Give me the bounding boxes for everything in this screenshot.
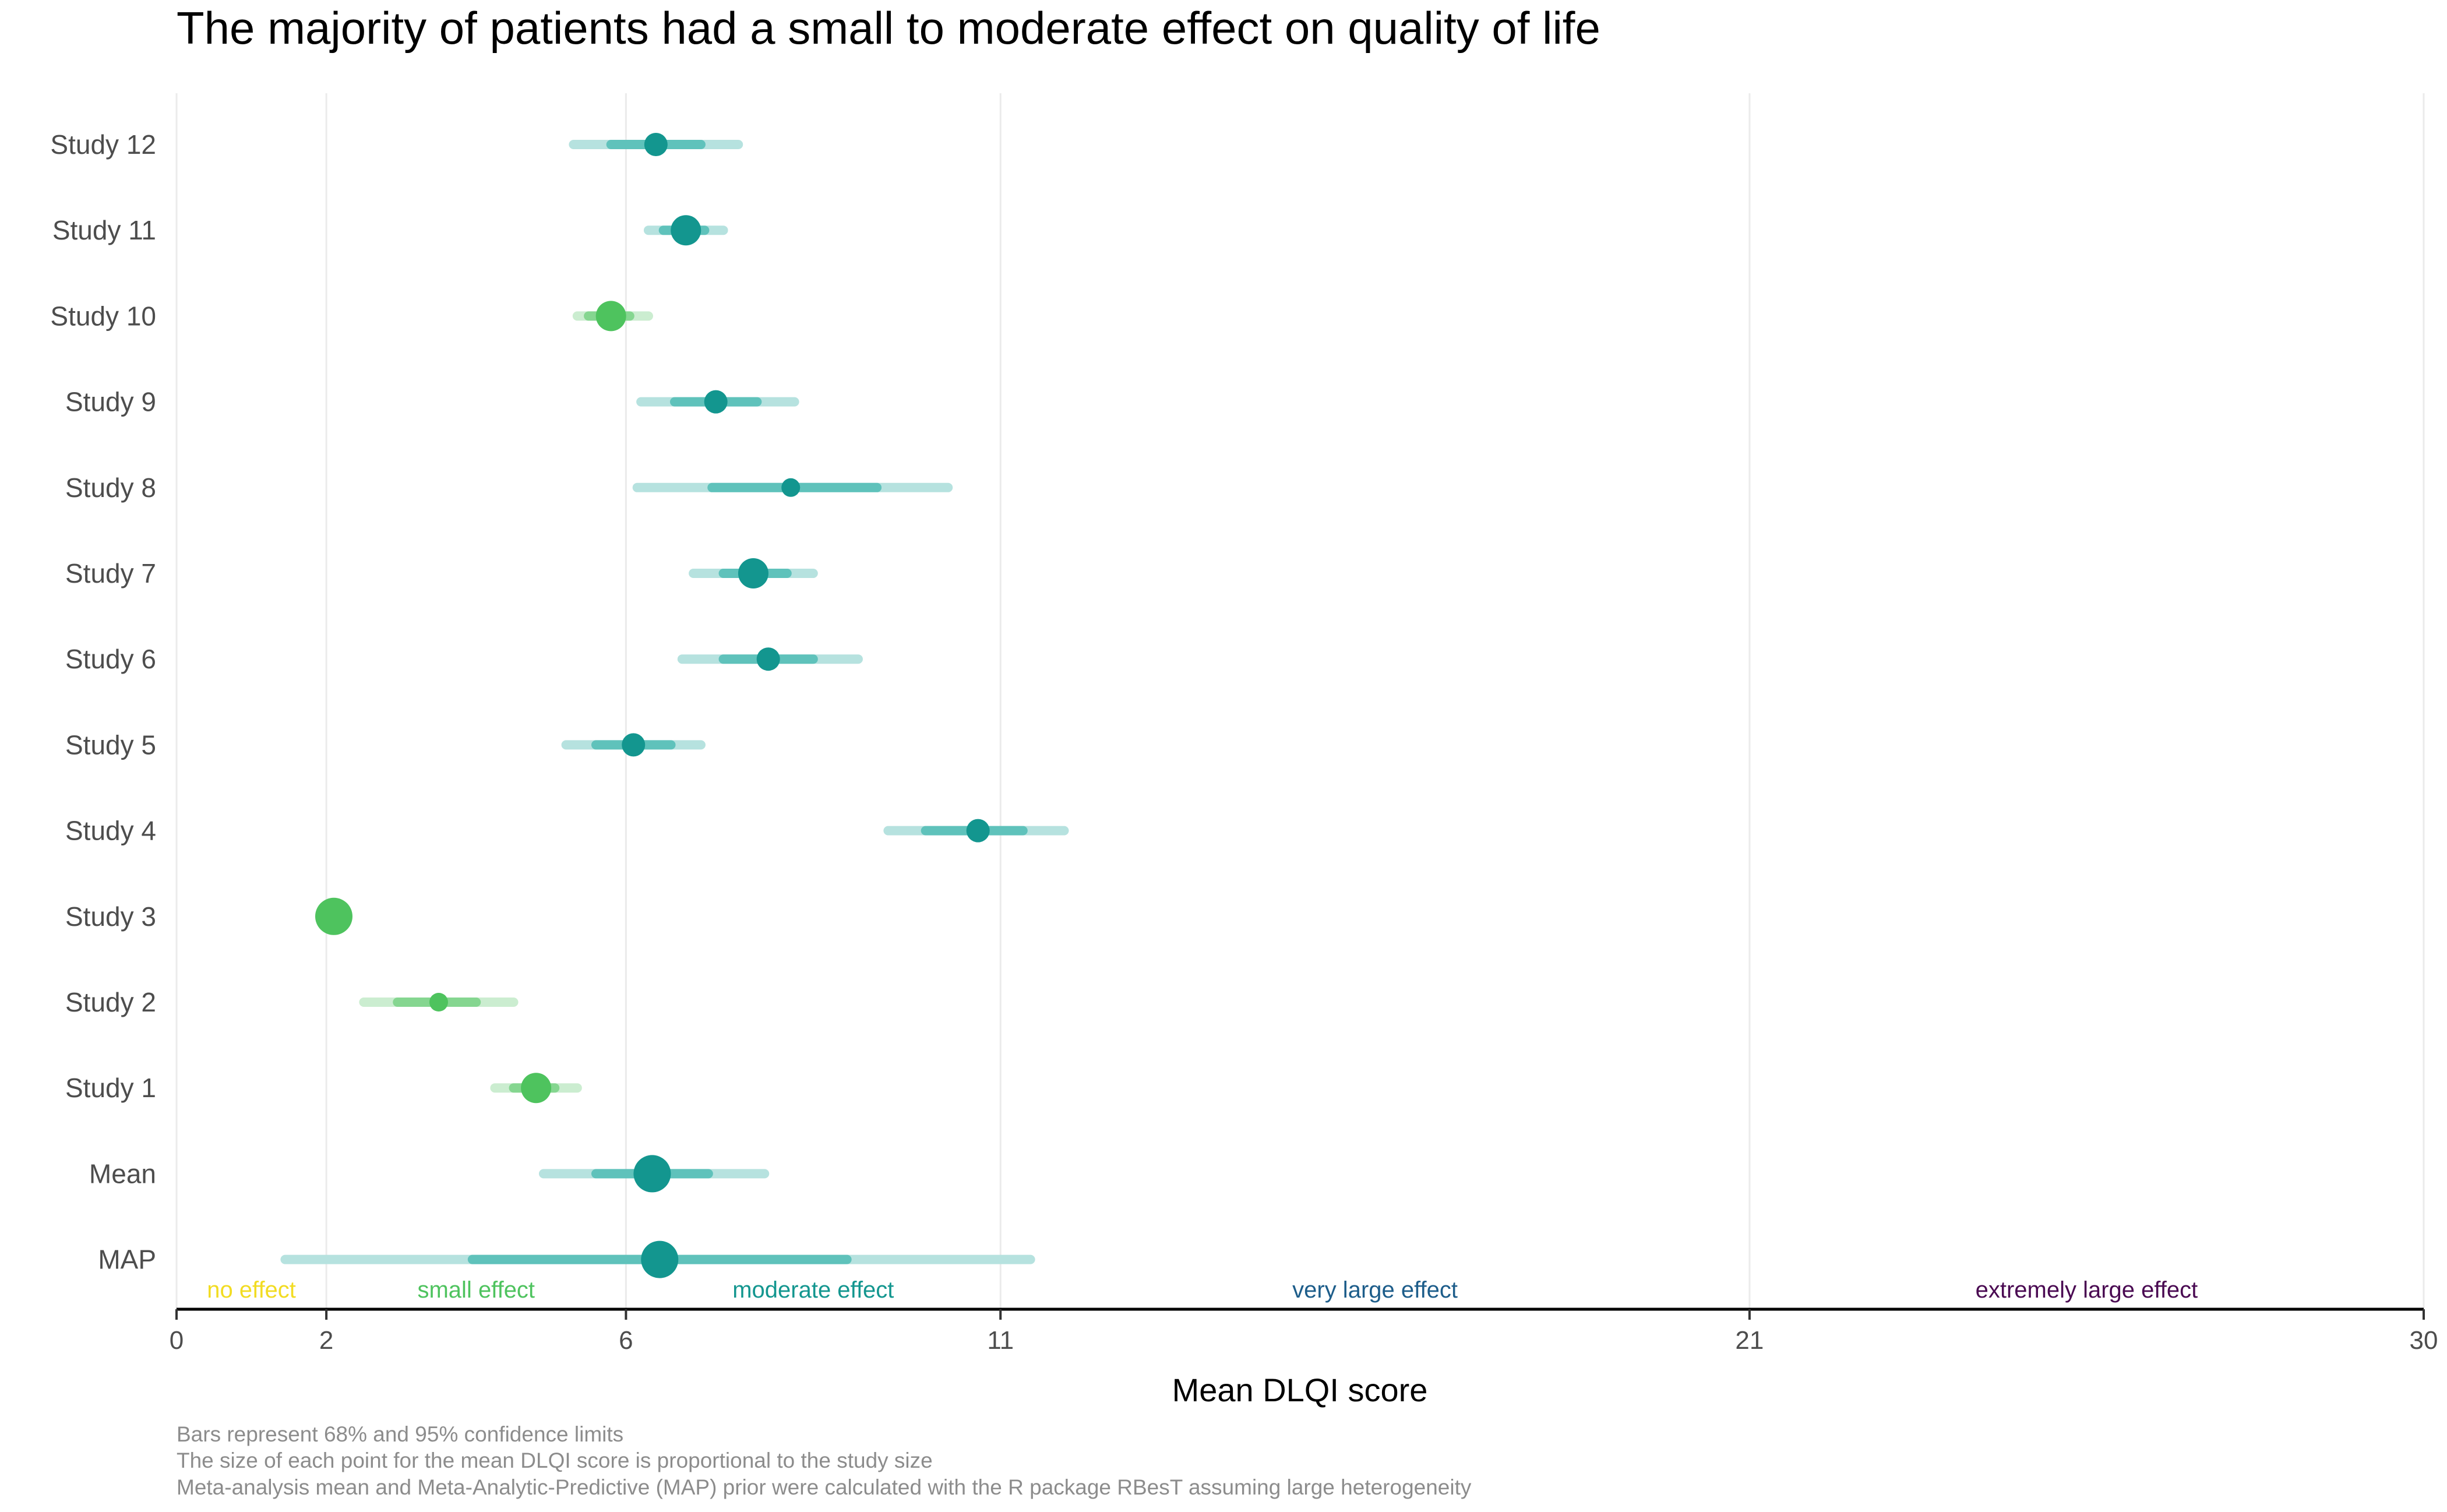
x-tick-label-6: 6 <box>619 1326 633 1355</box>
mean-point-study-10 <box>595 301 626 332</box>
band-label-very-large-effect: very large effect <box>1292 1277 1458 1303</box>
row-label-study-9: Study 9 <box>65 387 156 417</box>
mean-point-study-6 <box>756 647 780 671</box>
band-label-extremely-large-effect: extremely large effect <box>1976 1277 2198 1303</box>
mean-point-study-4 <box>966 819 990 843</box>
band-label-no-effect: no effect <box>207 1277 296 1303</box>
mean-point-study-5 <box>622 733 646 757</box>
mean-point-study-3 <box>315 897 352 935</box>
caption: Bars represent 68% and 95% confidence li… <box>177 1422 1472 1499</box>
x-axis-title: Mean DLQI score <box>1172 1372 1428 1408</box>
chart-title: The majority of patients had a small to … <box>177 2 1600 54</box>
row-label-study-2: Study 2 <box>65 987 156 1017</box>
row-label-mean: Mean <box>89 1158 156 1189</box>
row-label-study-1: Study 1 <box>65 1073 156 1103</box>
row-labels: Study 12 Study 11 Study 10 Study 9 Study 8 St… <box>50 129 156 1275</box>
mean-point-study-11 <box>671 215 701 246</box>
effect-band-labels: no effect small effect moderate effect very… <box>207 1277 2198 1303</box>
x-tick-label-2: 2 <box>319 1326 333 1355</box>
gridlines <box>175 93 2425 1309</box>
mean-point-study-8 <box>781 478 801 497</box>
caption-line-2: The size of each point for the mean DLQI… <box>177 1448 933 1472</box>
x-tick-label-21: 21 <box>1735 1326 1764 1355</box>
confidence-bars <box>280 140 1069 1264</box>
band-label-small-effect: small effect <box>417 1277 535 1303</box>
x-axis-ticks: 0 2 6 11 21 30 <box>170 1309 2438 1355</box>
mean-point-study-1 <box>521 1073 552 1104</box>
mean-point-study-2 <box>429 993 448 1011</box>
mean-point-map <box>641 1240 679 1278</box>
mean-point-study-9 <box>704 390 728 414</box>
row-label-study-11: Study 11 <box>52 215 156 245</box>
row-label-map: MAP <box>98 1245 156 1275</box>
row-label-study-5: Study 5 <box>65 729 156 760</box>
row-label-study-3: Study 3 <box>65 901 156 932</box>
mean-point-mean <box>633 1155 671 1193</box>
row-label-study-12: Study 12 <box>50 129 156 160</box>
mean-point-study-12 <box>644 133 668 156</box>
row-label-study-4: Study 4 <box>65 816 156 846</box>
row-label-study-10: Study 10 <box>50 301 156 331</box>
mean-points <box>315 133 990 1278</box>
x-tick-label-0: 0 <box>170 1326 184 1355</box>
mean-point-study-7 <box>738 558 768 588</box>
x-tick-label-30: 30 <box>2410 1326 2438 1355</box>
row-label-study-8: Study 8 <box>65 473 156 503</box>
row-label-study-7: Study 7 <box>65 558 156 588</box>
caption-line-1: Bars represent 68% and 95% confidence li… <box>177 1422 623 1446</box>
caption-line-3: Meta-analysis mean and Meta-Analytic-Pre… <box>177 1475 1472 1499</box>
row-label-study-6: Study 6 <box>65 644 156 674</box>
band-label-moderate-effect: moderate effect <box>732 1277 894 1303</box>
x-tick-label-11: 11 <box>987 1326 1014 1355</box>
